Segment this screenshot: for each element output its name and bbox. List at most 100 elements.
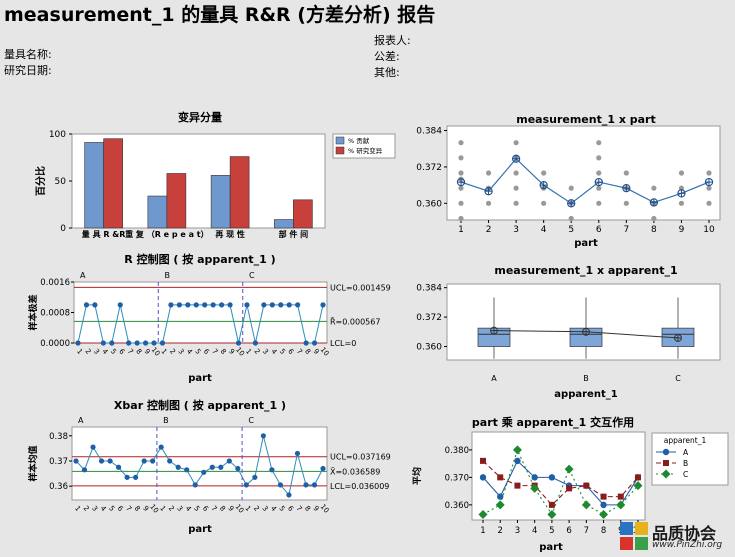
by-part-mean-marker (677, 189, 686, 198)
by-part-xtick-label: 10 (703, 225, 715, 235)
r-chart-xtick-label: 4 (185, 347, 194, 356)
xbar-chart-chart: Xbar 控制图 ( 按 apparent_1 ) 0.36 0.37 0.38 样本均… (27, 398, 391, 535)
xbar-chart-xtick-label: 2 (252, 504, 261, 513)
r-chart-xtick-label: 1 (75, 347, 84, 356)
xbar-chart-data-point (277, 482, 284, 488)
xbar-chart-data-point (107, 458, 113, 464)
by-part-title: measurement_1 x part (516, 113, 656, 126)
interaction-legend-title: apparent_1 (664, 436, 707, 445)
xbar-chart-data-point (150, 458, 156, 464)
r-chart-data-point (320, 302, 326, 308)
by-part-data-point (458, 200, 464, 206)
interaction-series-line (482, 448, 639, 516)
components-category-label: 重 复 （R e p e a t） (125, 229, 208, 239)
xbar-chart-ylabel: 样本均值 (27, 445, 39, 481)
r-chart-data-point (159, 340, 166, 346)
xbar-chart-group-label: C (248, 416, 254, 425)
r-chart-xlabel: part (188, 373, 212, 384)
components-category-label: 再 现 性 (215, 229, 245, 239)
r-chart-xtick-label: 3 (261, 347, 270, 356)
xbar-chart-xtick-label: 1 (73, 504, 82, 513)
xbar-chart-xtick-label: 4 (99, 504, 108, 513)
by-part-mean-marker (456, 177, 466, 187)
xbar-chart-data-point (158, 444, 164, 450)
xbar-chart-data-point (115, 464, 122, 470)
r-chart-ucl-label: UCL=0.001459 (330, 283, 391, 292)
r-chart-data-point (92, 302, 98, 308)
xbar-chart-group-label: B (163, 416, 169, 425)
r-chart-xtick-label: 5 (109, 347, 118, 356)
xbar-chart-data-point (218, 464, 224, 470)
by-apparent-xtick-label: A (491, 374, 497, 383)
interaction-data-point (566, 485, 573, 492)
by-part-data-point (596, 155, 602, 161)
r-chart-data-point (244, 302, 250, 308)
xbar-chart-xtick-label: 2 (82, 504, 91, 513)
interaction-data-point (512, 445, 522, 455)
r-chart-data-point (75, 340, 81, 346)
by-part-data-point (623, 170, 629, 176)
report-right-meta: 报表人: 公差: 其他: (374, 33, 411, 81)
xbar-chart-xtick-label: 5 (192, 504, 201, 513)
r-chart-data-point (278, 302, 284, 308)
r-chart-xtick-label: 3 (92, 347, 101, 356)
puzzle-logo-icon (620, 522, 648, 550)
interaction-series-line (482, 459, 639, 506)
xbar-chart-xtick-label: 5 (107, 504, 116, 513)
other-label: 其他: (374, 66, 400, 79)
xbar-chart-data-point (184, 467, 190, 473)
xbar-chart-xtick-label: 8 (218, 504, 227, 513)
by-part-mean-marker (539, 180, 548, 190)
by-part-data-point (678, 170, 685, 176)
r-chart-data-point (227, 302, 233, 308)
xbar-chart-data-point (90, 444, 96, 450)
interaction-data-point (599, 510, 609, 519)
interaction-data-point (581, 500, 591, 510)
components-ylabel: 百分比 (34, 166, 47, 196)
interaction-series-c (478, 445, 643, 519)
r-chart-data-point (269, 302, 275, 308)
by-part-xtick-label: 3 (513, 225, 519, 235)
r-chart-xtick-label: 10 (319, 346, 331, 358)
interaction-data-point (548, 474, 556, 481)
interaction-data-point (616, 500, 626, 510)
components-bar-contribution (84, 142, 104, 229)
r-chart-ylabel: 样本极差 (27, 294, 39, 330)
xbar-chart-xtick-label: 6 (116, 504, 125, 513)
r-chart-xtick-label: 8 (219, 347, 228, 356)
xbar-chart-group-label: A (78, 416, 84, 425)
xbar-chart-center-label: X̄=0.036589 (330, 466, 380, 476)
interaction-ytick-label: 0.360 (445, 501, 469, 511)
by-part-mean-marker (511, 154, 521, 163)
r-chart-xtick-label: 2 (168, 347, 177, 356)
by-part-data-point (513, 140, 519, 146)
by-part-data-point (485, 170, 492, 176)
by-part-data-point (596, 200, 602, 206)
r-chart-ytick-label: 0.0016 (40, 278, 70, 288)
interaction-data-point (495, 500, 505, 510)
by-part-ytick-label: 0.360 (416, 199, 442, 209)
interaction-data-point (479, 474, 487, 481)
interaction-data-point (514, 482, 521, 489)
xbar-chart-data-point (260, 433, 266, 439)
components-bar-study-variation (293, 199, 313, 229)
components-bar-study-variation (229, 156, 250, 229)
r-chart-data-point (134, 340, 140, 346)
r-chart-xtick-label: 1 (160, 347, 169, 356)
xbar-chart-xtick-label: 7 (124, 504, 133, 513)
xbar-chart-xtick-label: 1 (243, 504, 252, 513)
xbar-chart-data-point (252, 474, 258, 480)
by-part-data-point (706, 170, 712, 176)
xbar-chart-title: Xbar 控制图 ( 按 apparent_1 ) (114, 398, 286, 412)
by-apparent-ytick-label: 0.360 (416, 343, 442, 353)
reporter-label: 报表人: (374, 34, 411, 47)
xbar-chart-data-point (98, 458, 105, 464)
by-part-ytick-label: 0.384 (416, 127, 442, 137)
components-bar-contribution (274, 219, 294, 229)
components-ytick-label: 0 (60, 224, 66, 234)
interaction-data-point (478, 510, 488, 519)
by-part-data-point (513, 185, 519, 191)
interaction-xtick-label: 6 (566, 526, 571, 536)
by-part-data-point (651, 185, 657, 191)
